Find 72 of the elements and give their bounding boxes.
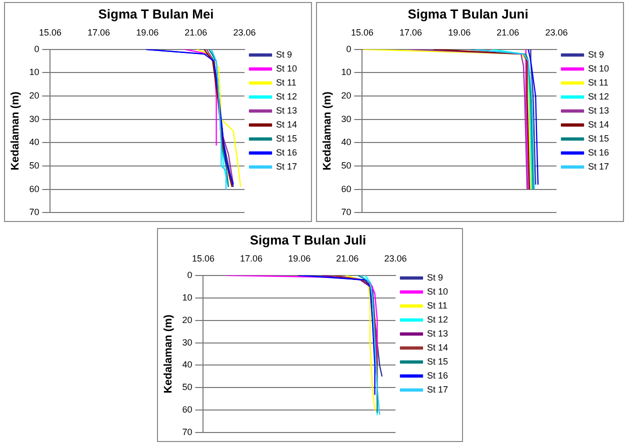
x-tick-label: 15.06 <box>38 27 62 38</box>
legend-label: St 13 <box>276 105 297 116</box>
y-tick-label: 0 <box>187 270 192 280</box>
y-tick-label: 10 <box>29 67 40 78</box>
legend-label: St 10 <box>588 63 609 74</box>
x-tick-label: 21.06 <box>336 253 359 264</box>
y-axis-title: Kedalaman (m) <box>322 91 334 170</box>
legend-label: St 11 <box>588 77 608 88</box>
x-tick-label: 21.06 <box>184 27 208 38</box>
legend-label: St 14 <box>588 119 609 130</box>
y-tick-label: 20 <box>29 90 40 101</box>
x-tick-label: 15.06 <box>192 253 214 264</box>
y-tick-label: 20 <box>341 90 352 101</box>
y-tick-label: 60 <box>29 184 40 194</box>
legend-label: St 17 <box>588 161 609 172</box>
x-tick-label: 23.06 <box>545 27 568 38</box>
legend-label: St 15 <box>276 133 297 144</box>
chart-title: Sigma T Bulan Mei <box>98 6 214 22</box>
y-tick-label: 60 <box>182 404 192 415</box>
y-tick-label: 70 <box>182 427 192 438</box>
y-tick-label: 0 <box>34 44 40 54</box>
y-tick-label: 40 <box>29 137 40 148</box>
legend-label: St 9 <box>426 272 443 282</box>
y-tick-label: 20 <box>182 314 192 325</box>
x-tick-label: 23.06 <box>384 253 407 264</box>
legend-label: St 11 <box>276 77 296 88</box>
y-tick-label: 50 <box>29 160 40 170</box>
legend-label: St 12 <box>276 91 297 102</box>
y-tick-label: 30 <box>29 114 40 124</box>
y-tick-label: 50 <box>182 382 192 392</box>
y-tick-label: 30 <box>182 337 192 348</box>
legend-label: St 13 <box>588 105 609 116</box>
legend-label: St 11 <box>426 300 448 310</box>
legend-label: St 15 <box>426 356 448 366</box>
y-tick-label: 40 <box>182 360 192 370</box>
y-axis-title: Kedalaman (m) <box>162 314 175 394</box>
x-tick-label: 19.06 <box>448 27 471 38</box>
legend-label: St 14 <box>426 342 448 352</box>
legend-label: St 10 <box>426 286 448 296</box>
x-tick-label: 15.06 <box>350 27 374 38</box>
x-tick-label: 19.06 <box>136 27 159 38</box>
legend-label: St 14 <box>276 119 297 130</box>
legend-label: St 15 <box>588 133 609 144</box>
x-tick-label: 17.06 <box>240 253 263 264</box>
x-tick-label: 21.06 <box>496 27 520 38</box>
x-tick-label: 23.06 <box>233 27 256 38</box>
legend-label: St 9 <box>276 49 292 60</box>
legend-label: St 9 <box>588 49 604 60</box>
y-tick-label: 70 <box>29 207 40 218</box>
legend-label: St 16 <box>276 147 297 158</box>
legend-label: St 10 <box>276 63 297 74</box>
y-tick-label: 70 <box>341 207 352 218</box>
y-tick-label: 30 <box>341 114 352 124</box>
y-tick-label: 10 <box>182 292 192 302</box>
legend-label: St 16 <box>588 147 609 158</box>
legend-label: St 17 <box>426 384 448 394</box>
legend-label: St 16 <box>426 370 448 380</box>
y-tick-label: 10 <box>341 67 352 78</box>
chart-title: Sigma T Bulan Juli <box>250 232 366 248</box>
legend-label: St 12 <box>426 314 448 324</box>
y-tick-label: 0 <box>346 44 352 54</box>
y-axis-title: Kedalaman (m) <box>10 91 22 170</box>
chart-title: Sigma T Bulan Juni <box>408 6 528 22</box>
x-tick-label: 17.06 <box>400 27 422 38</box>
x-tick-label: 19.06 <box>288 253 311 264</box>
y-tick-label: 50 <box>341 160 352 170</box>
legend-label: St 12 <box>588 91 609 102</box>
y-tick-label: 40 <box>341 137 352 148</box>
x-tick-label: 17.06 <box>88 27 110 38</box>
legend-label: St 17 <box>276 161 297 172</box>
legend-label: St 13 <box>426 328 448 338</box>
y-tick-label: 60 <box>341 184 352 194</box>
